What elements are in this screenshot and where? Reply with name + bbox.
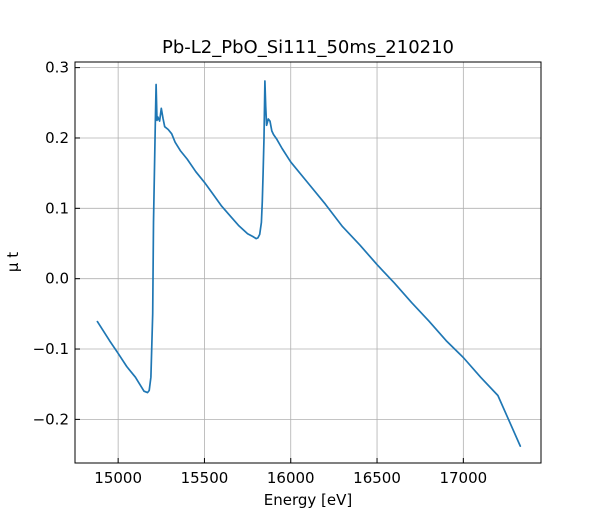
y-axis-label: μ t [4, 252, 22, 272]
x-tick-label: 15500 [181, 469, 229, 487]
x-tick-label: 17000 [439, 469, 487, 487]
plot-area [96, 80, 522, 447]
y-tick-label: −0.1 [33, 340, 69, 358]
y-tick-label: 0.2 [45, 129, 69, 147]
y-tick-label: −0.2 [33, 410, 69, 428]
series-line [96, 80, 522, 447]
x-axis-label: Energy [eV] [264, 491, 352, 509]
y-tick-label: 0.0 [45, 270, 69, 288]
chart-title: Pb-L2_PbO_Si111_50ms_210210 [162, 37, 454, 58]
y-tick-label: 0.3 [45, 59, 69, 77]
y-tick-label: 0.1 [45, 199, 69, 217]
x-tick-label: 16500 [353, 469, 401, 487]
grid [75, 62, 541, 463]
x-tick-label: 16000 [267, 469, 315, 487]
axes-frame [74, 61, 542, 464]
x-tick-label: 15000 [94, 469, 142, 487]
ticks: 15000 15500 16000 16500 17000 −0.2 −0.1 0.0 0.1 0… [33, 59, 488, 487]
